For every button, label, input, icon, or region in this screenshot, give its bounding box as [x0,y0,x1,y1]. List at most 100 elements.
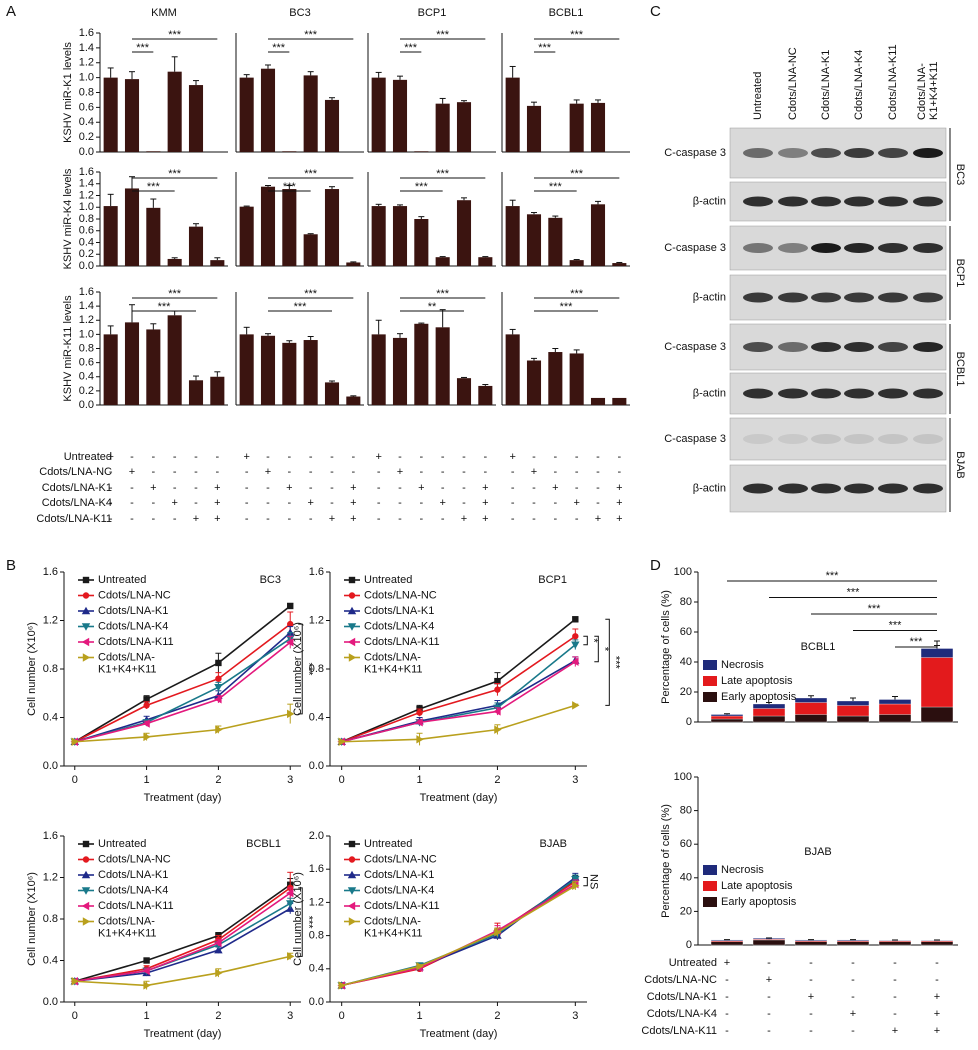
table-cell: + [214,497,220,509]
table-cell: - [309,466,313,478]
table-cell: - [287,451,291,463]
significance-label: *** [826,570,840,582]
legend-label: Cdots/LNA-K11 [364,900,440,912]
series-line [74,884,291,983]
row-label: Cdots/LNA-NC [644,974,717,986]
legend-label: Untreated [98,574,146,586]
y-tick-label: 40 [680,872,692,884]
bar [612,397,627,405]
bar [456,378,472,405]
y-tick-label: 1.2 [79,189,94,201]
legend-marker [347,606,357,615]
y-tick-label: 1.4 [79,300,94,312]
table-cell: + [616,482,622,494]
legend-label: Cdots/LNA-K4 [98,884,168,896]
series-line [74,623,291,743]
significance-label: *** [302,916,314,930]
legend-label: Cdots/LNA-K4 [98,620,168,632]
row-label: Cdots/LNA-K4 [647,1008,717,1020]
bar [124,188,140,266]
x-tick-label: 2 [215,774,221,786]
table-cell: - [419,451,423,463]
table-cell: - [809,974,813,986]
blot-band [844,148,874,158]
y-tick-label: 80 [680,596,692,608]
y-tick-label: 1.6 [79,166,94,178]
row-label: Untreated [64,451,112,463]
bar [124,79,140,152]
legend-label: Necrosis [721,864,764,876]
chart-title: KMM [151,7,177,19]
bar [210,260,225,266]
table-cell: - [575,451,579,463]
row-label: Cdots/LNA-K4 [42,497,112,509]
table-cell: + [193,513,199,525]
legend-marker [81,887,91,895]
bar-segment [752,708,786,717]
panel-label: A [6,3,16,20]
legend-label: Cdots/LNA-K1+K4+K11 [364,915,423,939]
table-cell: - [725,991,729,1003]
bar [239,334,254,405]
marker [143,696,150,703]
blot-band [844,434,874,444]
legend-label: Late apoptosis [721,675,793,687]
y-tick-label: 1.6 [79,286,94,298]
y-tick-label: 1.2 [43,614,58,626]
significance-label: *** [436,168,450,180]
bar [146,329,161,405]
bar [324,99,340,152]
y-axis-label: KSHV miR-K11 levels [62,295,74,402]
table-cell: + [418,482,424,494]
bar-segment [794,714,828,723]
table-cell: - [419,513,423,525]
blot-band [811,292,841,303]
blot-band [811,196,841,207]
chart-title: BCBL1 [801,641,836,653]
y-tick-label: 0 [686,939,692,951]
table-cell: - [809,1008,813,1020]
marker [215,659,222,667]
marker [71,977,79,986]
table-cell: - [287,466,291,478]
marker [287,620,294,628]
bar [590,204,606,266]
table-cell: - [130,482,134,494]
x-tick-label: 3 [572,774,578,786]
table-cell: - [462,451,466,463]
legend-marker [81,606,91,615]
y-tick-label: 1.2 [79,57,94,69]
y-tick-label: 2.0 [309,830,324,842]
bar-segment [752,939,786,946]
series-line [341,618,576,743]
bar-segment [710,941,744,946]
table-cell: - [194,466,198,478]
y-tick-label: 1.6 [309,566,324,578]
legend-swatch [703,692,717,702]
y-tick-label: 0.4 [309,963,324,975]
y-axis-label: KSHV miR-K4 levels [62,168,74,269]
table-cell: - [151,466,155,478]
panel-label: D [650,557,661,574]
table-cell: - [553,513,557,525]
y-tick-label: 0.8 [309,930,324,942]
table-cell: - [851,991,855,1003]
table-cell: - [173,451,177,463]
legend-marker [82,917,91,926]
legend-marker [82,840,90,848]
blot-band [913,148,943,158]
significance-label: *** [302,663,314,677]
bar [167,71,182,152]
bar [392,79,408,152]
y-tick-label: 1.0 [79,72,94,84]
table-cell: + [214,482,220,494]
y-tick-label: 20 [680,905,692,917]
significance-label: ** [428,301,437,313]
x-tick-label: 3 [572,1010,578,1022]
series-line [74,632,291,743]
table-cell: - [173,513,177,525]
bar [435,327,450,405]
x-axis-label: Treatment (day) [420,1028,498,1040]
table-cell: - [151,513,155,525]
